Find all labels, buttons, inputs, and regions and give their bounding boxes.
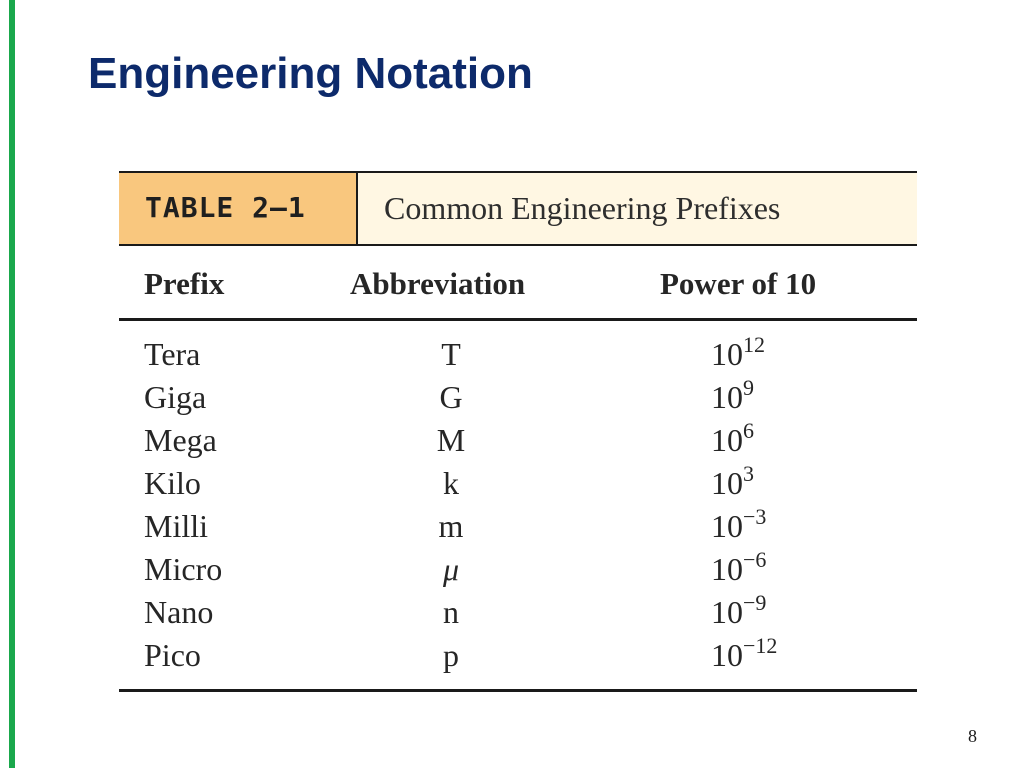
power-exponent: 3 [743,461,754,486]
power-exponent: 9 [743,375,754,400]
table-row: Giga G 109 [119,376,917,419]
column-header-prefix: Prefix [144,266,225,301]
prefix-abbreviation: T [441,336,461,372]
column-header-abbreviation: Abbreviation [350,266,526,301]
power-exponent: 6 [743,418,754,443]
prefix-abbreviation: μ [442,551,460,587]
power-of-ten: 103 [711,462,754,505]
prefix-abbreviation: G [439,379,463,415]
table-caption: TABLE 2–1 Common Engineering Prefixes [119,173,917,244]
power-base: 10 [711,336,743,372]
caption-label-cell: TABLE 2–1 [119,173,357,244]
power-base: 10 [711,637,743,673]
power-exponent: −6 [743,547,767,572]
power-exponent: −12 [743,633,778,658]
power-base: 10 [711,422,743,458]
power-of-ten: 1012 [711,333,765,376]
caption-divider [356,173,358,244]
prefix-name: Pico [144,637,201,673]
caption-rule [119,244,917,246]
power-of-ten: 10−3 [711,505,766,548]
power-exponent: 12 [743,332,765,357]
prefix-name: Nano [144,594,214,630]
prefix-abbreviation: M [436,422,466,458]
power-of-ten: 109 [711,376,754,419]
table-bottom-rule [119,689,917,692]
prefix-abbreviation: p [443,637,459,673]
prefix-name: Micro [144,551,223,587]
table-row: Milli m 10−3 [119,505,917,548]
caption-label: TABLE 2–1 [145,191,306,224]
power-base: 10 [711,508,743,544]
caption-title: Common Engineering Prefixes [384,190,781,226]
power-of-ten: 10−9 [711,591,766,634]
prefix-abbreviation: k [443,465,459,501]
power-base: 10 [711,551,743,587]
prefix-name: Giga [144,379,207,415]
power-of-ten: 10−6 [711,548,766,591]
power-base: 10 [711,379,743,415]
power-of-ten: 106 [711,419,754,462]
table-row: Pico p 10−12 [119,634,917,677]
accent-bar [9,0,15,768]
header-rule [119,318,917,321]
table-row: Micro μ 10−6 [119,548,917,591]
prefix-table: TABLE 2–1 Common Engineering Prefixes Pr… [119,171,917,692]
power-base: 10 [711,465,743,501]
page-number: 8 [968,726,977,746]
column-header-power: Power of 10 [660,266,817,301]
power-base: 10 [711,594,743,630]
table-top-rule [119,171,917,173]
table-row: Mega M 106 [119,419,917,462]
prefix-name: Kilo [144,465,201,501]
prefix-abbreviation: m [438,508,464,544]
table-row: Tera T 1012 [119,333,917,376]
prefix-name: Tera [144,336,201,372]
table-row: Nano n 10−9 [119,591,917,634]
caption-title-cell: Common Engineering Prefixes [358,173,917,244]
slide-title: Engineering Notation [88,49,533,98]
prefix-name: Milli [144,508,209,544]
power-exponent: −3 [743,504,767,529]
power-of-ten: 10−12 [711,634,777,677]
prefix-name: Mega [144,422,217,458]
prefix-abbreviation: n [443,594,459,630]
power-exponent: −9 [743,590,767,615]
table-row: Kilo k 103 [119,462,917,505]
